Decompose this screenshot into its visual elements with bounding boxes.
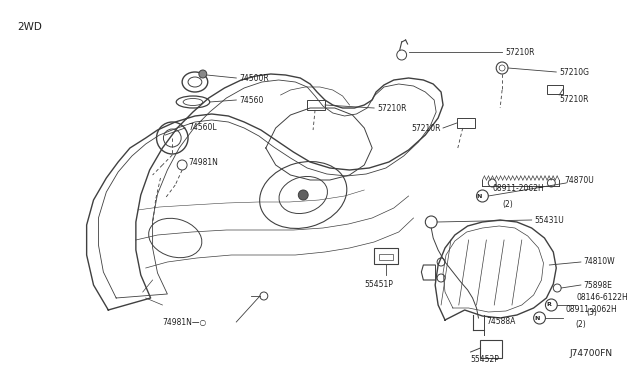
Text: 57210G: 57210G	[559, 67, 589, 77]
Text: 74560L: 74560L	[188, 122, 217, 131]
Text: 08911-2062H: 08911-2062H	[565, 305, 617, 314]
Text: 74981N—○: 74981N—○	[163, 317, 207, 327]
Text: 2WD: 2WD	[18, 22, 43, 32]
Bar	[481, 340, 502, 358]
Text: 74810W: 74810W	[584, 257, 616, 266]
Text: (2): (2)	[502, 200, 513, 209]
Text: (2): (2)	[575, 320, 586, 329]
Text: 55431U: 55431U	[534, 215, 564, 224]
Text: 74588A: 74588A	[486, 317, 516, 327]
Text: 57210R: 57210R	[559, 95, 589, 104]
Text: 74560: 74560	[239, 96, 264, 105]
Bar	[547, 85, 563, 94]
Text: 74500R: 74500R	[239, 74, 269, 83]
Text: R: R	[546, 302, 551, 308]
Bar	[374, 248, 397, 264]
Text: 74870U: 74870U	[564, 176, 594, 185]
Text: 55451P: 55451P	[364, 280, 393, 289]
Text: 08911-2062H: 08911-2062H	[492, 184, 544, 193]
Text: 57210R: 57210R	[505, 48, 534, 57]
Circle shape	[199, 70, 207, 78]
Bar	[307, 100, 325, 110]
Text: 55452P: 55452P	[470, 355, 499, 364]
Text: 75898E: 75898E	[584, 280, 612, 289]
Text: (3): (3)	[587, 308, 598, 317]
Text: N: N	[534, 315, 540, 321]
Text: 57210R: 57210R	[412, 124, 441, 132]
Text: 57210R: 57210R	[377, 103, 406, 112]
Text: 08146-6122H: 08146-6122H	[577, 293, 628, 302]
Text: J74700FN: J74700FN	[569, 349, 612, 358]
Bar	[379, 254, 393, 260]
Bar	[457, 118, 474, 128]
Text: N: N	[477, 193, 482, 199]
Circle shape	[298, 190, 308, 200]
Text: 74981N: 74981N	[188, 157, 218, 167]
